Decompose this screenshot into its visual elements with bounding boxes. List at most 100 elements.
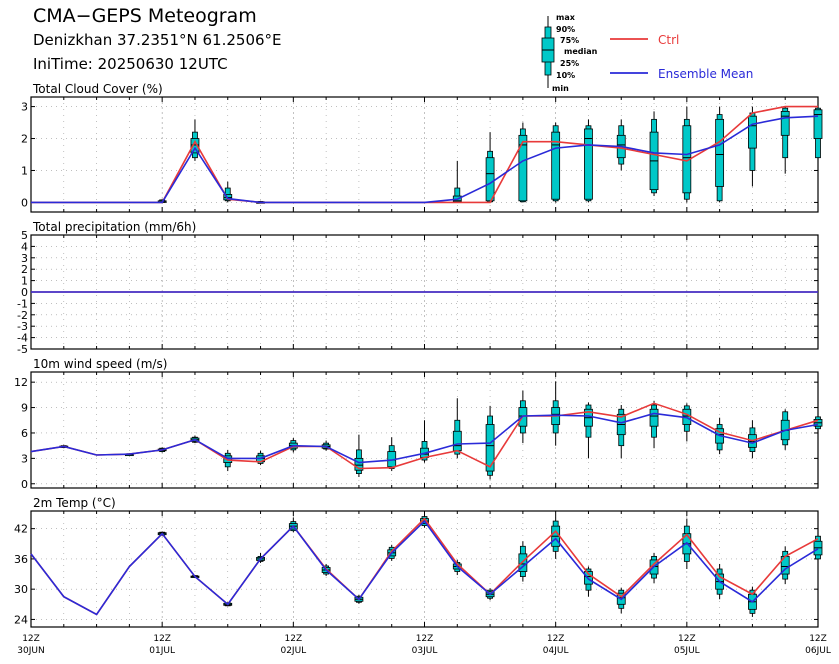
panel-title: 10m wind speed (m/s) xyxy=(33,357,167,371)
panel-title: 2m Temp (°C) xyxy=(33,496,116,510)
box-inner xyxy=(551,131,561,200)
y-tick-label: 0 xyxy=(21,478,28,491)
time-axis: 12Z 30JUN 12Z 01JUL 12Z 02JUL 12Z 03JUL 12Z 04JUL… xyxy=(17,634,831,656)
ensemble-box xyxy=(551,122,561,203)
ensemble-box xyxy=(649,400,659,449)
y-tick-label: -2 xyxy=(17,309,28,322)
y-tick-label: 5 xyxy=(21,229,28,242)
legend-mean-label: Ensemble Mean xyxy=(658,67,753,81)
y-tick-label: 24 xyxy=(14,613,28,626)
y-tick-label: 36 xyxy=(14,553,28,566)
x-tick-hour: 12Z xyxy=(285,634,303,644)
y-tick-label: 9 xyxy=(21,402,28,415)
panel-frame xyxy=(30,96,819,213)
x-tick-hour: 12Z xyxy=(547,634,565,644)
box-inner xyxy=(584,128,593,200)
ensemble-mean-line xyxy=(31,115,819,204)
ensemble-box xyxy=(780,106,790,174)
x-tick-date: 05JUL xyxy=(674,646,700,656)
ensemble-box xyxy=(813,106,823,174)
y-tick-label: 2 xyxy=(21,133,28,146)
ensemble-box xyxy=(584,402,593,459)
x-tick-date: 30JUN xyxy=(17,646,44,656)
x-tick-date: 03JUL xyxy=(412,646,438,656)
x-tick-hour: 12Z xyxy=(153,634,171,644)
panel-frame xyxy=(30,510,819,628)
x-tick-date: 06JUL xyxy=(805,646,831,656)
box-inner xyxy=(748,115,757,149)
legend-label-5: 25% xyxy=(560,59,579,68)
ensemble-box xyxy=(813,531,823,564)
x-tick-date: 01JUL xyxy=(149,646,175,656)
ensemble-box xyxy=(485,132,495,203)
ensemble-box xyxy=(715,106,725,203)
box-inner xyxy=(485,424,495,472)
box-inner xyxy=(190,138,200,154)
x-tick-hour: 12Z xyxy=(416,634,434,644)
chart-panel-3: 10m wind speed (m/s) 0 3 6 9 12 xyxy=(14,357,823,491)
x-tick-hour: 12Z xyxy=(809,634,827,644)
ensemble-box xyxy=(452,398,462,459)
meteogram-title: CMA−GEPS Meteogram xyxy=(33,5,257,27)
y-tick-label: 12 xyxy=(14,376,28,389)
box-inner xyxy=(649,408,659,427)
ensemble-box xyxy=(616,405,626,459)
ensemble-box xyxy=(748,106,757,187)
y-tick-label: 42 xyxy=(14,523,28,536)
legend: max 90% 75% median 25% 10% min Ctrl Ensemble Mea… xyxy=(541,13,753,93)
chart-panel-2: Total precipitation (mm/6h) -5-4-3-2-1012… xyxy=(17,220,819,356)
ensemble-box xyxy=(452,160,462,203)
box-inner xyxy=(715,118,725,187)
legend-label-4: median xyxy=(564,47,598,56)
y-tick-label: 1 xyxy=(21,275,28,288)
ensemble-box xyxy=(584,119,593,203)
box-inner xyxy=(518,134,528,202)
x-tick-hour: 12Z xyxy=(678,634,696,644)
y-tick-label: 6 xyxy=(21,427,28,440)
box-inner xyxy=(452,430,462,452)
ensemble-box xyxy=(813,414,823,433)
ensemble-box xyxy=(387,437,397,472)
y-tick-label: -3 xyxy=(17,320,28,333)
legend-label-1: max xyxy=(556,13,576,22)
panel-title: Total Cloud Cover (%) xyxy=(32,82,163,96)
y-tick-label: 30 xyxy=(14,583,28,596)
y-tick-label: -5 xyxy=(17,343,28,356)
legend-ctrl-label: Ctrl xyxy=(658,33,679,47)
legend-label-3: 75% xyxy=(560,36,579,45)
y-tick-label: 1 xyxy=(21,164,28,177)
x-tick-date: 04JUL xyxy=(543,646,569,656)
ensemble-box xyxy=(354,434,364,477)
ensemble-box xyxy=(649,111,659,197)
chart-panel-1: Total Cloud Cover (%) 0 1 2 3 xyxy=(21,82,823,213)
ensemble-box xyxy=(551,516,561,559)
legend-label-7: min xyxy=(552,84,569,93)
ensemble-box xyxy=(780,546,790,585)
legend-label-2: 90% xyxy=(556,25,575,34)
ensemble-mean-line xyxy=(30,412,819,464)
init-time-label: IniTime: 20250630 12UTC xyxy=(33,55,228,73)
y-tick-label: 3 xyxy=(21,101,28,114)
ensemble-box xyxy=(551,381,561,446)
y-tick-label: 3 xyxy=(21,452,28,465)
location-label: Denizkhan 37.2351°N 61.2506°E xyxy=(33,31,282,49)
y-tick-label: 0 xyxy=(21,286,28,299)
ensemble-box xyxy=(649,552,659,584)
legend-label-6: 10% xyxy=(556,71,575,80)
x-tick-hour: 12Z xyxy=(22,634,40,644)
y-tick-label: -1 xyxy=(17,297,28,310)
box-inner xyxy=(485,157,495,202)
y-tick-label: 3 xyxy=(21,252,28,265)
panel-title: Total precipitation (mm/6h) xyxy=(32,220,196,234)
ensemble-box xyxy=(518,122,528,203)
ensemble-box xyxy=(616,119,626,171)
box-inner xyxy=(354,457,364,471)
ensemble-box xyxy=(682,403,692,442)
box-inner xyxy=(780,110,790,136)
y-tick-label: 0 xyxy=(21,196,28,209)
ensemble-mean-line xyxy=(30,519,819,616)
ensemble-box xyxy=(616,587,626,614)
y-tick-label: 4 xyxy=(21,240,28,253)
